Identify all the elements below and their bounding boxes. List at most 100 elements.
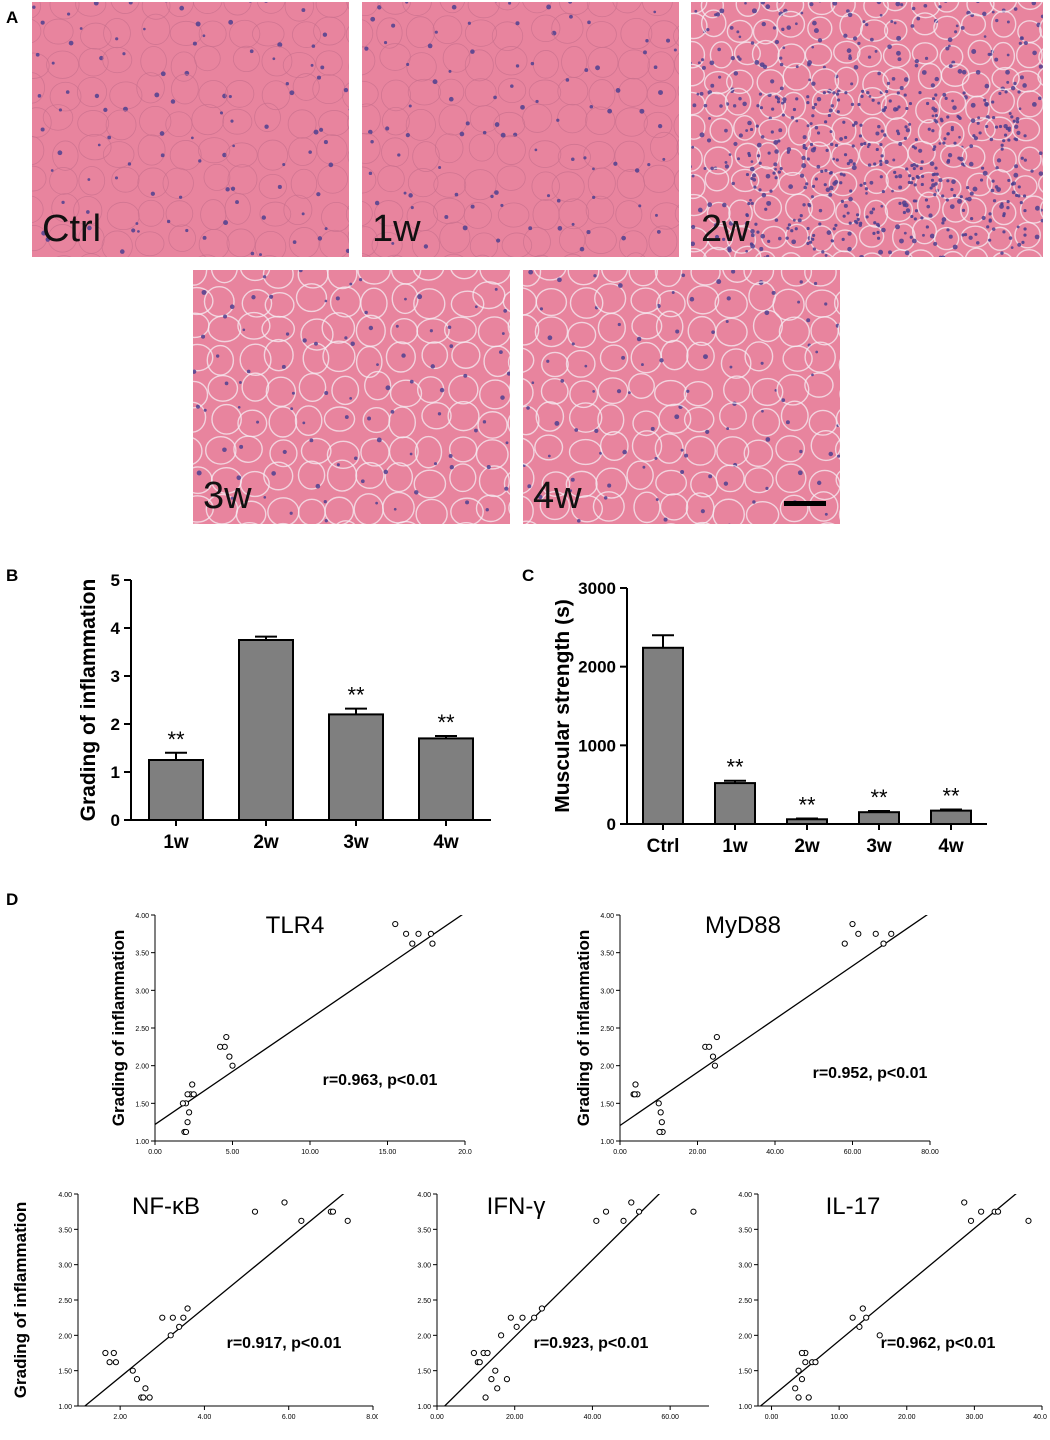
nucleus	[223, 220, 228, 225]
infiltrate-nucleus	[979, 131, 982, 134]
nucleus	[52, 62, 55, 65]
nucleus	[290, 512, 293, 515]
data-point	[850, 1315, 855, 1320]
y-tick-label: 2.50	[135, 1026, 149, 1033]
infiltrate-nucleus	[897, 105, 900, 108]
nucleus	[271, 471, 276, 476]
infiltrate-nucleus	[905, 107, 908, 110]
nucleus	[316, 484, 321, 489]
nucleus	[490, 195, 493, 198]
nucleus	[691, 225, 695, 229]
nucleus	[666, 39, 670, 43]
nucleus	[404, 192, 407, 195]
infiltrate-nucleus	[775, 176, 778, 179]
infiltrate-nucleus	[823, 91, 826, 94]
nucleus	[32, 5, 35, 8]
nucleus	[811, 195, 814, 198]
nucleus	[729, 153, 732, 156]
x-tick-label: 3w	[343, 832, 369, 850]
data-point	[659, 1120, 664, 1125]
nucleus	[773, 26, 776, 29]
nucleus	[571, 158, 575, 162]
nucleus	[449, 454, 453, 458]
nucleus	[1032, 102, 1037, 107]
infiltrate-nucleus	[946, 228, 949, 231]
nucleus	[137, 230, 140, 233]
nucleus	[958, 136, 961, 139]
nucleus	[364, 311, 367, 314]
infiltrate-nucleus	[833, 227, 836, 230]
y-tick-label: 3.00	[135, 988, 149, 995]
infiltrate-nucleus	[960, 195, 963, 198]
nucleus	[750, 229, 754, 233]
nucleus	[887, 44, 892, 49]
nucleus	[440, 388, 444, 392]
nucleus	[730, 26, 734, 30]
nucleus	[584, 68, 588, 72]
nucleus	[560, 379, 564, 383]
x-tick-label: 1w	[163, 832, 189, 850]
nucleus	[774, 168, 777, 171]
nucleus	[527, 484, 531, 488]
infiltrate-nucleus	[933, 145, 936, 148]
nucleus	[708, 117, 711, 120]
nucleus	[438, 166, 441, 169]
nucleus	[107, 136, 111, 140]
nucleus	[898, 174, 902, 178]
nucleus	[887, 82, 890, 85]
infiltrate-nucleus	[926, 102, 929, 105]
nucleus	[934, 182, 938, 186]
nucleus	[191, 136, 194, 139]
data-point	[143, 1386, 148, 1391]
infiltrate-nucleus	[1021, 241, 1024, 244]
nucleus	[1021, 37, 1024, 40]
nucleus	[774, 149, 779, 154]
infiltrate-nucleus	[935, 114, 938, 117]
nucleus	[647, 163, 650, 166]
nucleus	[779, 56, 782, 59]
infiltrate-nucleus	[813, 147, 816, 150]
data-point	[504, 1377, 509, 1382]
nucleus	[778, 237, 782, 241]
nucleus	[593, 274, 596, 277]
nucleus	[781, 398, 785, 402]
nucleus	[269, 295, 273, 299]
nucleus	[932, 115, 935, 118]
significance-mark: **	[870, 785, 888, 810]
x-tick-label: 2.00	[113, 1414, 127, 1421]
infiltrate-nucleus	[795, 227, 798, 230]
nucleus	[680, 470, 684, 474]
nucleus	[815, 351, 818, 354]
data-point	[191, 1092, 196, 1097]
y-tick-label: 3000	[578, 579, 616, 598]
infiltrate-nucleus	[977, 122, 980, 125]
nucleus	[344, 336, 347, 339]
nucleus	[951, 100, 954, 103]
infiltrate-nucleus	[826, 149, 829, 152]
nucleus	[765, 437, 770, 442]
nucleus	[263, 496, 266, 499]
nucleus	[764, 310, 769, 315]
y-tick-label: 3.50	[417, 1227, 431, 1234]
nucleus	[791, 240, 796, 245]
nucleus	[707, 138, 711, 142]
nucleus	[701, 58, 704, 61]
data-point	[404, 931, 409, 936]
nucleus	[621, 356, 625, 360]
data-point	[813, 1360, 818, 1365]
nucleus	[942, 217, 947, 222]
nucleus	[880, 205, 883, 208]
data-point	[147, 1395, 152, 1400]
infiltrate-nucleus	[1017, 194, 1020, 197]
infiltrate-nucleus	[1000, 202, 1003, 205]
nucleus	[965, 197, 968, 200]
nucleus	[515, 21, 519, 25]
nucleus	[319, 128, 323, 132]
nucleus	[651, 427, 655, 431]
nucleus	[203, 34, 206, 37]
nucleus	[282, 163, 285, 166]
nucleus	[707, 202, 712, 207]
nucleus	[486, 508, 489, 511]
data-point	[428, 931, 433, 936]
